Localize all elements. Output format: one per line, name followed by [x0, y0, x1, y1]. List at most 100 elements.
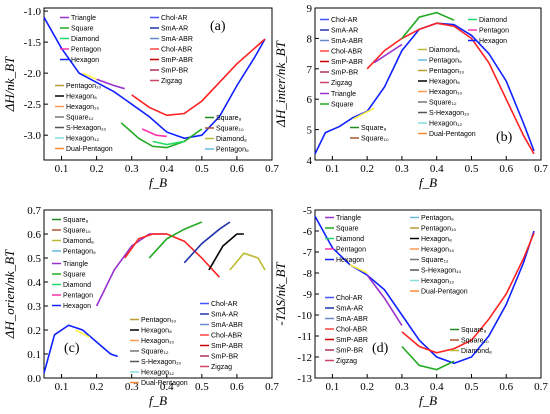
legend-label: Pentagon₉: [216, 147, 249, 154]
series-line: [96, 78, 125, 90]
y-tick-label: 0.1: [27, 349, 41, 361]
series-line: [141, 128, 167, 138]
legend-item: SmA-AR: [320, 28, 358, 35]
legend-item: Square₁₂: [418, 100, 457, 107]
series-line: [95, 233, 167, 307]
legend-label: Square: [63, 272, 86, 279]
legend-label: Square₁₂: [421, 257, 449, 264]
legend-label: Chol-ABR: [336, 327, 367, 334]
legend-item: Diamond: [468, 17, 507, 24]
legend-label: SmP-BR: [331, 70, 358, 77]
legend-label: SmP-BR: [336, 348, 363, 355]
legend-item: Diamond₈: [450, 348, 492, 355]
series-line: [366, 274, 403, 326]
legend-label: SmA-AR: [331, 28, 358, 35]
legend-label: S-Hexagon₁₀: [66, 125, 106, 132]
legend-label: Dual-Pentagon: [421, 289, 468, 296]
legend-label: Square: [331, 102, 354, 109]
legend-item: Triangle: [52, 261, 88, 268]
x-tick-label: 0.6: [499, 381, 513, 393]
y-axis-label: ΔH_orien/nk_BT: [2, 249, 17, 339]
legend-item: Chol-ABR: [150, 47, 192, 54]
legend-item: SmP-ABR: [320, 59, 363, 66]
x-tick-label: 0.4: [430, 381, 444, 393]
series-line: [120, 122, 203, 149]
legend-label: Pentagon₉: [63, 249, 96, 256]
legend-item: Chol-ABR: [325, 327, 367, 334]
x-tick-label: 0.5: [195, 381, 209, 393]
legend-item: Diamond₈: [418, 47, 460, 54]
legend-item: Square₈: [350, 125, 387, 132]
y-tick-label: -12: [297, 352, 312, 364]
legend-item: Square₈: [52, 217, 89, 224]
x-tick-label: 0.3: [125, 381, 139, 393]
legend-item: Diamond: [60, 36, 99, 43]
legend-label: Square₈: [63, 217, 89, 224]
legend-label: Chol-AR: [336, 295, 362, 302]
legend-item: Pentagon: [325, 247, 366, 254]
x-tick-label: 0.6: [230, 163, 244, 175]
legend-item: Pentagon₁₀: [418, 68, 464, 75]
legend-item: Hexagon₁₀: [410, 247, 454, 254]
legend-label: Hexagon₁₂: [66, 136, 99, 143]
series-line: [43, 324, 118, 374]
legend-label: Dual-Pentagon: [141, 380, 188, 387]
series-line: [131, 38, 266, 117]
legend-label: SmA-ABR: [161, 36, 193, 43]
y-tick-label: 0.6: [27, 229, 41, 241]
legend-label: Pentagon: [336, 247, 366, 254]
legend-item: SmP-ABR: [200, 343, 243, 350]
legend-label: Pentagon: [63, 293, 93, 300]
y-axis-label: ΔH/nk_BT: [2, 56, 17, 112]
x-axis-label: f_B: [419, 175, 437, 190]
legend-item: Zigzag: [325, 358, 357, 365]
legend-label: Hexagon: [71, 57, 99, 64]
series-line: [183, 221, 231, 264]
legend-item: Dual-Pentagon: [130, 380, 188, 387]
legend-item: Square: [52, 272, 86, 279]
legend-label: Diamond: [479, 17, 507, 24]
x-tick-label: 0.7: [534, 163, 548, 175]
legend-item: Square: [325, 226, 359, 233]
legend-label: Hexagon₈: [66, 94, 97, 101]
legend-label: Diamond₈: [216, 136, 247, 143]
legend-label: Diamond₈: [63, 238, 94, 245]
legend-item: Square₁₀: [205, 126, 244, 133]
legend-item: Square₈: [450, 327, 487, 334]
y-tick-label: -11: [298, 331, 312, 343]
legend-label: Diamond₈: [429, 47, 460, 54]
legend-item: Pentagon₁₀: [130, 317, 176, 324]
x-tick-label: 0.1: [326, 381, 340, 393]
y-tick-label: -6: [303, 226, 313, 238]
legend-label: Square: [71, 26, 94, 33]
y-tick-label: -3.0: [24, 130, 42, 142]
legend-item: Chol-ABR: [200, 333, 242, 340]
legend-item: SmA-AR: [150, 26, 188, 33]
x-tick-label: 0.3: [395, 163, 409, 175]
legend-label: SmA-AR: [336, 306, 363, 313]
panel-label: (a): [210, 19, 226, 34]
legend-label: Zigzag: [161, 78, 182, 85]
y-tick-label: -2.0: [24, 68, 42, 80]
legend-item: Hexagon: [325, 257, 364, 264]
y-axis-label: ΔH_inter/nk_BT: [273, 40, 288, 127]
legend-label: Hexagon: [479, 38, 507, 45]
legend-item: Square₁₂: [55, 115, 94, 122]
legend-item: Hexagon: [468, 38, 507, 45]
legend-label: Dual-Pentagon: [429, 131, 476, 138]
legend-item: Diamond: [325, 236, 364, 243]
legend-item: S-Hexagon₁₀: [55, 125, 106, 132]
plot-frame: [43, 209, 273, 379]
legend-item: SmA-ABR: [200, 322, 243, 329]
legend-label: S-Hexagon₁₀: [421, 268, 461, 275]
legend-item: Hexagon₁₀: [55, 104, 99, 111]
legend-label: S-Hexagon₁₀: [429, 110, 469, 117]
legend-label: Square₁₀: [63, 228, 91, 235]
legend-item: Diamond₈: [205, 136, 247, 143]
legend-item: Square: [320, 102, 354, 109]
legend-label: Square₁₂: [66, 115, 94, 122]
y-tick-label: -5: [303, 205, 313, 217]
legend-label: Square₁₀: [461, 338, 489, 345]
legend-label: Square₁₂: [141, 349, 169, 356]
legend-label: SmA-AR: [211, 312, 238, 319]
